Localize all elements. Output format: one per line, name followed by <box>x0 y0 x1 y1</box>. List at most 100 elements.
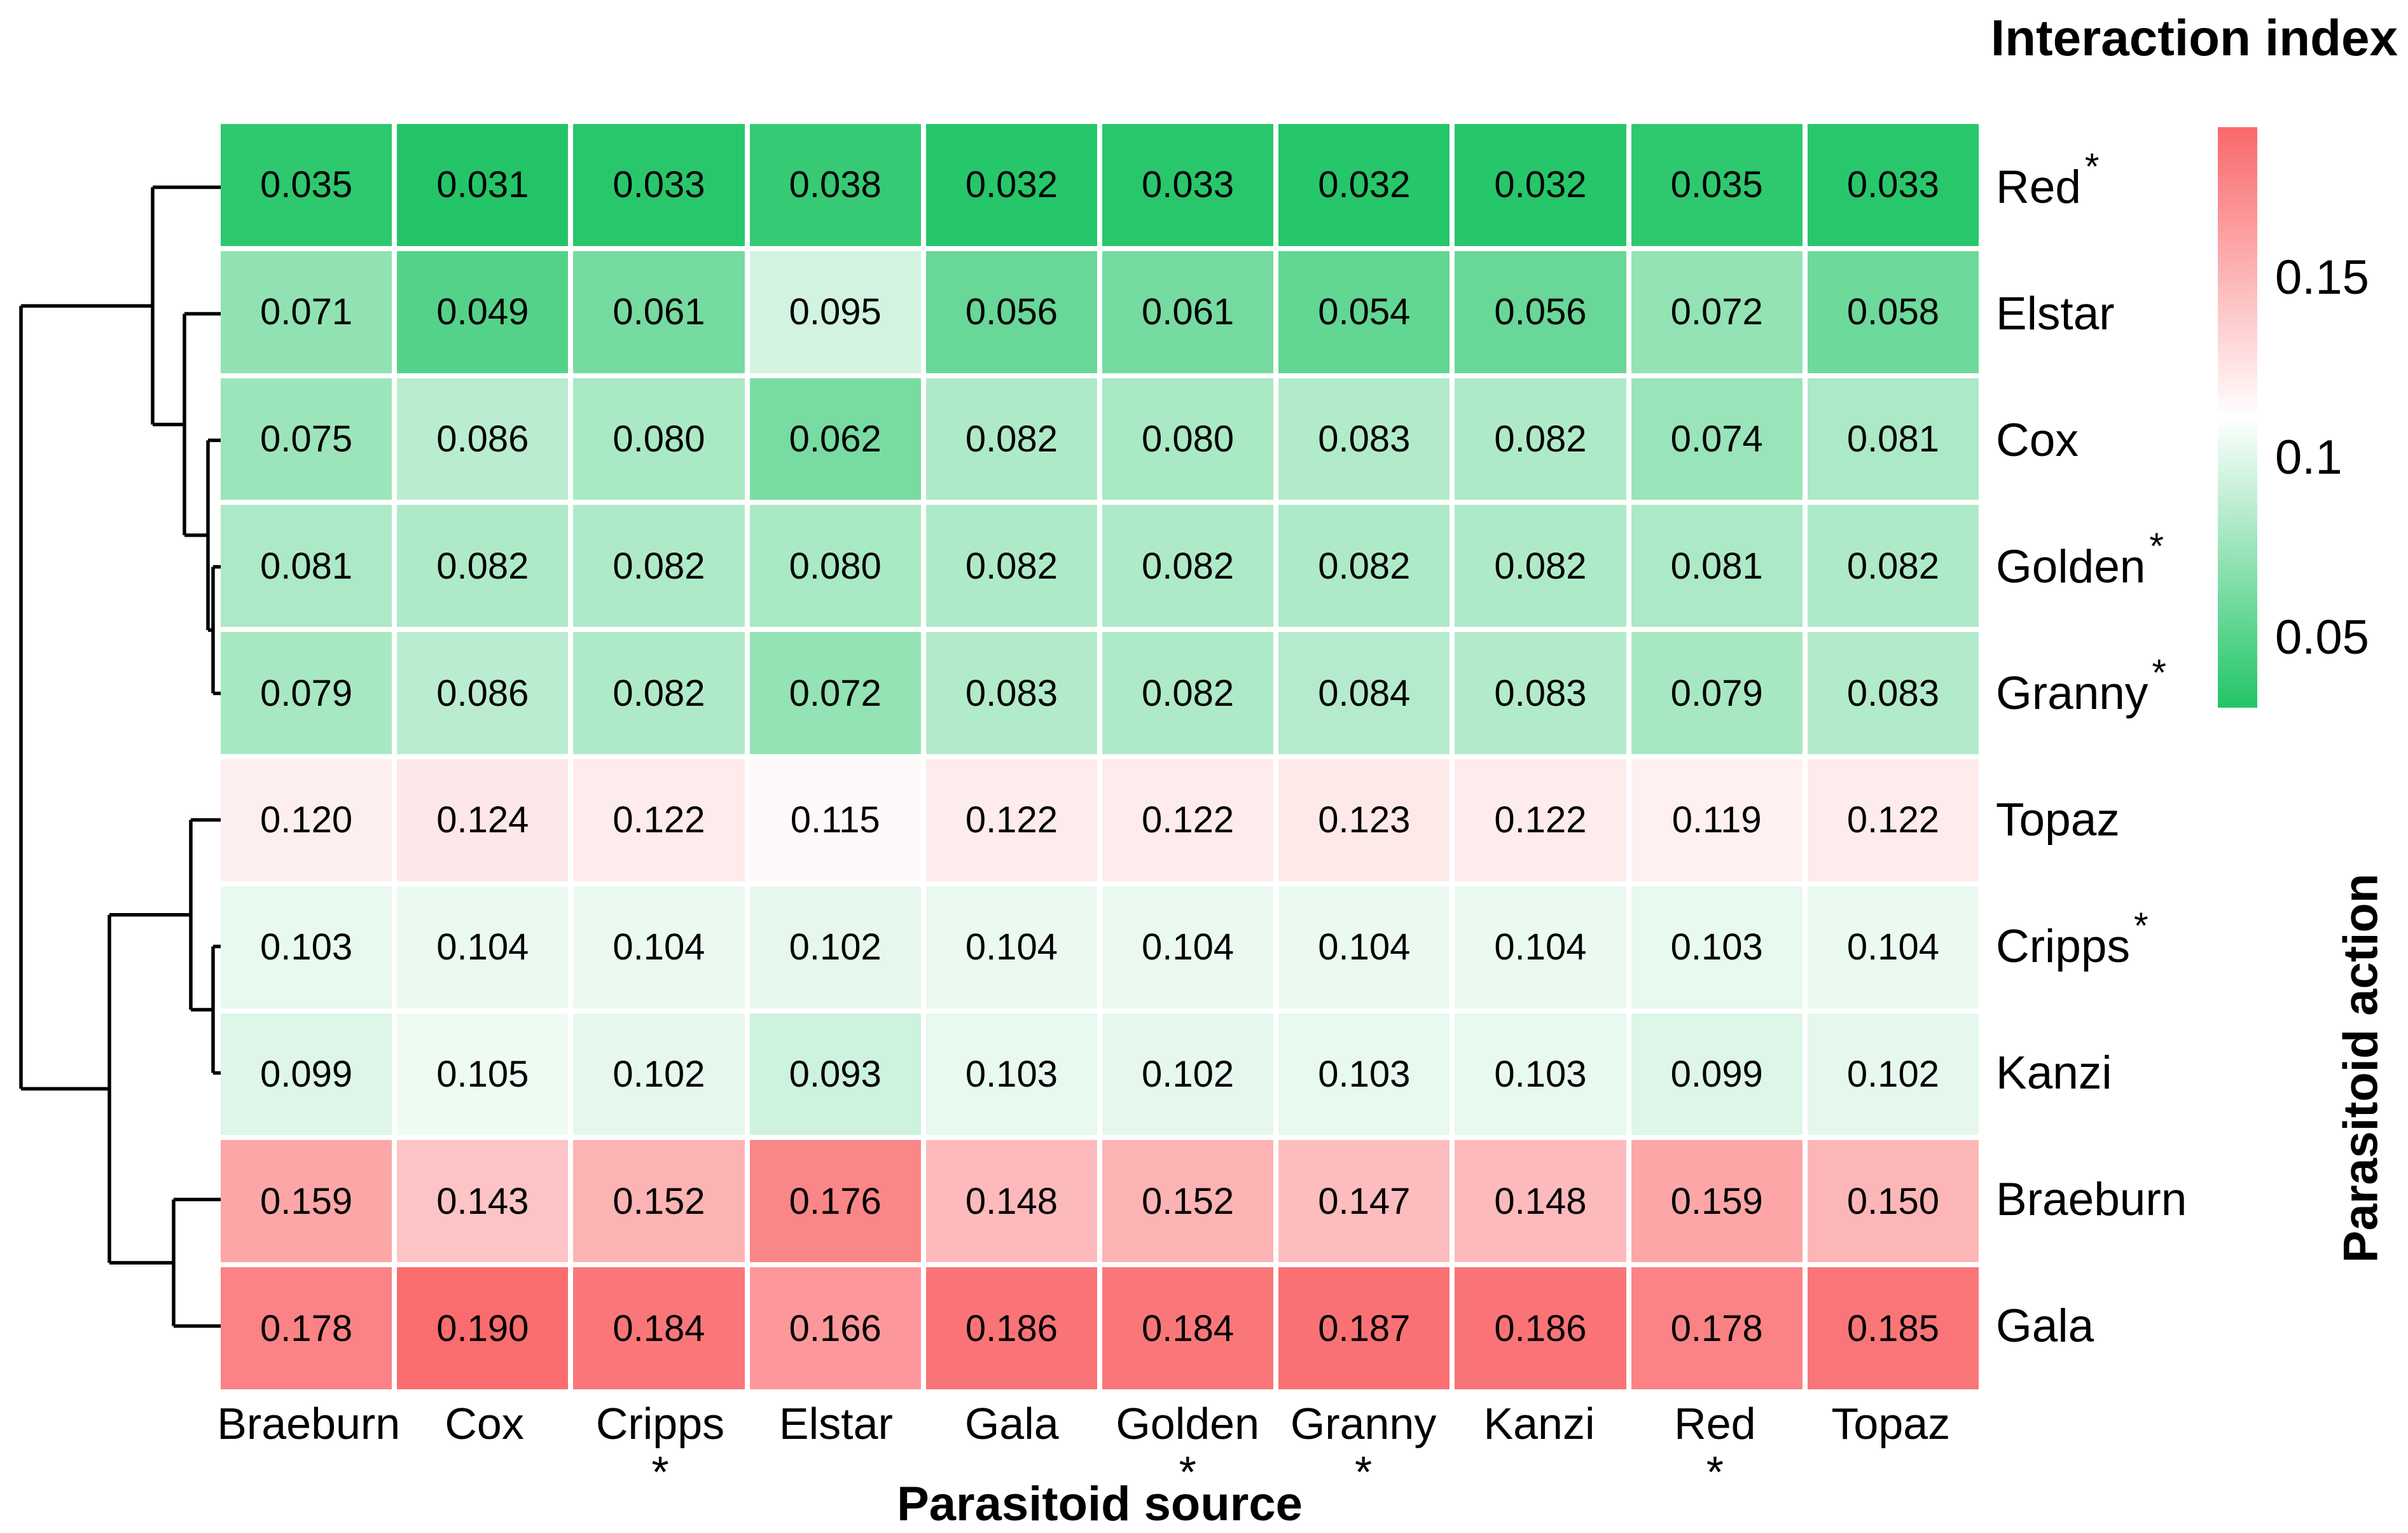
significance-asterisk: * <box>2149 526 2164 567</box>
heatmap-cell: 0.032 <box>1455 124 1626 246</box>
heatmap-cell: 0.084 <box>1278 632 1450 754</box>
heatmap-cell: 0.187 <box>1278 1267 1450 1389</box>
row-label: Golden * <box>1996 526 2164 593</box>
column-label: Golden <box>1116 1399 1260 1448</box>
heatmap-cell: 0.152 <box>1102 1140 1274 1263</box>
heatmap-cell: 0.102 <box>1102 1013 1274 1136</box>
column-label: Red <box>1674 1399 1756 1448</box>
heatmap-cell: 0.105 <box>397 1013 569 1136</box>
heatmap-cell: 0.150 <box>1807 1140 1979 1263</box>
heatmap-cell: 0.083 <box>1455 632 1626 754</box>
heatmap-cell: 0.147 <box>1278 1140 1450 1263</box>
colorbar-tick-label: 0.1 <box>2275 430 2342 485</box>
heatmap-cell: 0.102 <box>1807 1013 1979 1136</box>
heatmap-cell: 0.033 <box>1102 124 1274 246</box>
column-label: Elstar <box>778 1399 893 1448</box>
heatmap-cell: 0.152 <box>573 1140 745 1263</box>
heatmap-cell: 0.082 <box>925 378 1097 500</box>
heatmap-cell: 0.080 <box>1102 378 1274 500</box>
significance-asterisk: * <box>1179 1447 1196 1497</box>
heatmap-cell: 0.082 <box>1278 505 1450 628</box>
heatmap-cell: 0.190 <box>397 1267 569 1389</box>
significance-asterisk: * <box>1354 1447 1373 1497</box>
heatmap-cell: 0.099 <box>1631 1013 1803 1136</box>
heatmap-cell: 0.038 <box>749 124 921 246</box>
heatmap-cell: 0.056 <box>925 251 1097 373</box>
row-label: Cripps * <box>1996 905 2149 972</box>
heatmap-cell: 0.032 <box>1278 124 1450 246</box>
heatmap-cell: 0.185 <box>1807 1267 1979 1389</box>
heatmap-cell: 0.080 <box>573 378 745 500</box>
heatmap-grid: 0.035 0.031 0.033 0.038 0.032 0.033 0.032 0.032… <box>221 124 1979 1389</box>
heatmap-cell: 0.122 <box>573 759 745 881</box>
dendrogram-lines <box>19 185 221 1328</box>
column-label: Kanzi <box>1483 1399 1595 1448</box>
row-label: Braeburn <box>1996 1174 2187 1225</box>
heatmap-cell: 0.082 <box>573 505 745 628</box>
x-axis-title: Parasitoid source <box>897 1477 1303 1531</box>
row-label: Gala <box>1996 1300 2094 1352</box>
column-label: Granny <box>1290 1399 1437 1448</box>
heatmap-cell: 0.061 <box>573 251 745 373</box>
row-label: Red * <box>1996 146 2100 213</box>
heatmap-cell: 0.058 <box>1807 251 1979 373</box>
heatmap-cell: 0.104 <box>1455 886 1626 1008</box>
heatmap-cell: 0.082 <box>1455 505 1626 628</box>
y-axis-title: Parasitoid action <box>2334 873 2388 1263</box>
row-label: Kanzi <box>1996 1047 2112 1099</box>
heatmap-cell: 0.143 <box>397 1140 569 1263</box>
heatmap-cell: 0.176 <box>749 1140 921 1263</box>
column-label: Cripps <box>595 1399 725 1448</box>
heatmap-cell: 0.080 <box>749 505 921 628</box>
heatmap-cell: 0.093 <box>749 1013 921 1136</box>
heatmap-cell: 0.104 <box>1278 886 1450 1008</box>
heatmap-cell: 0.075 <box>221 378 392 500</box>
heatmap-cell: 0.054 <box>1278 251 1450 373</box>
heatmap-cell: 0.103 <box>1455 1013 1626 1136</box>
heatmap-cell: 0.082 <box>1807 505 1979 628</box>
heatmap-cell: 0.123 <box>1278 759 1450 881</box>
significance-asterisk: * <box>2133 905 2149 947</box>
heatmap-cell: 0.083 <box>1278 378 1450 500</box>
heatmap-cell: 0.082 <box>573 632 745 754</box>
heatmap-cell: 0.086 <box>397 632 569 754</box>
heatmap-cell: 0.184 <box>573 1267 745 1389</box>
row-label: Elstar <box>1996 288 2115 340</box>
row-label: Topaz <box>1996 794 2120 846</box>
heatmap-cell: 0.104 <box>1102 886 1274 1008</box>
heatmap-cell: 0.186 <box>925 1267 1097 1389</box>
heatmap-cell: 0.095 <box>749 251 921 373</box>
heatmap-cell: 0.148 <box>925 1140 1097 1263</box>
heatmap-cell: 0.031 <box>397 124 569 246</box>
heatmap-cell: 0.103 <box>1278 1013 1450 1136</box>
heatmap-cell: 0.079 <box>221 632 392 754</box>
significance-asterisk: * <box>1706 1447 1724 1497</box>
heatmap-cell: 0.079 <box>1631 632 1803 754</box>
heatmap-cell: 0.124 <box>397 759 569 881</box>
heatmap-cell: 0.103 <box>925 1013 1097 1136</box>
colorbar-tick-label: 0.05 <box>2275 610 2369 665</box>
heatmap-cell: 0.159 <box>221 1140 392 1263</box>
heatmap-cell: 0.184 <box>1102 1267 1274 1389</box>
heatmap-cell: 0.062 <box>749 378 921 500</box>
heatmap-cell: 0.103 <box>221 886 392 1008</box>
heatmap-cell: 0.103 <box>1631 886 1803 1008</box>
heatmap-cell: 0.102 <box>749 886 921 1008</box>
heatmap-cell: 0.071 <box>221 251 392 373</box>
column-label: Gala <box>964 1399 1059 1448</box>
heatmap-cell: 0.120 <box>221 759 392 881</box>
heatmap-cell: 0.082 <box>397 505 569 628</box>
heatmap-cell: 0.061 <box>1102 251 1274 373</box>
heatmap-cell: 0.074 <box>1631 378 1803 500</box>
row-dendrogram <box>19 185 221 1328</box>
heatmap-cell: 0.082 <box>1102 632 1274 754</box>
significance-asterisk: * <box>651 1447 669 1497</box>
heatmap-cell: 0.086 <box>397 378 569 500</box>
heatmap-cell: 0.122 <box>1807 759 1979 881</box>
heatmap-cell: 0.122 <box>925 759 1097 881</box>
heatmap-cell: 0.056 <box>1455 251 1626 373</box>
heatmap-cell: 0.032 <box>925 124 1097 246</box>
heatmap-cell: 0.122 <box>1455 759 1626 881</box>
heatmap-cell: 0.186 <box>1455 1267 1626 1389</box>
column-label: Topaz <box>1831 1399 1951 1448</box>
